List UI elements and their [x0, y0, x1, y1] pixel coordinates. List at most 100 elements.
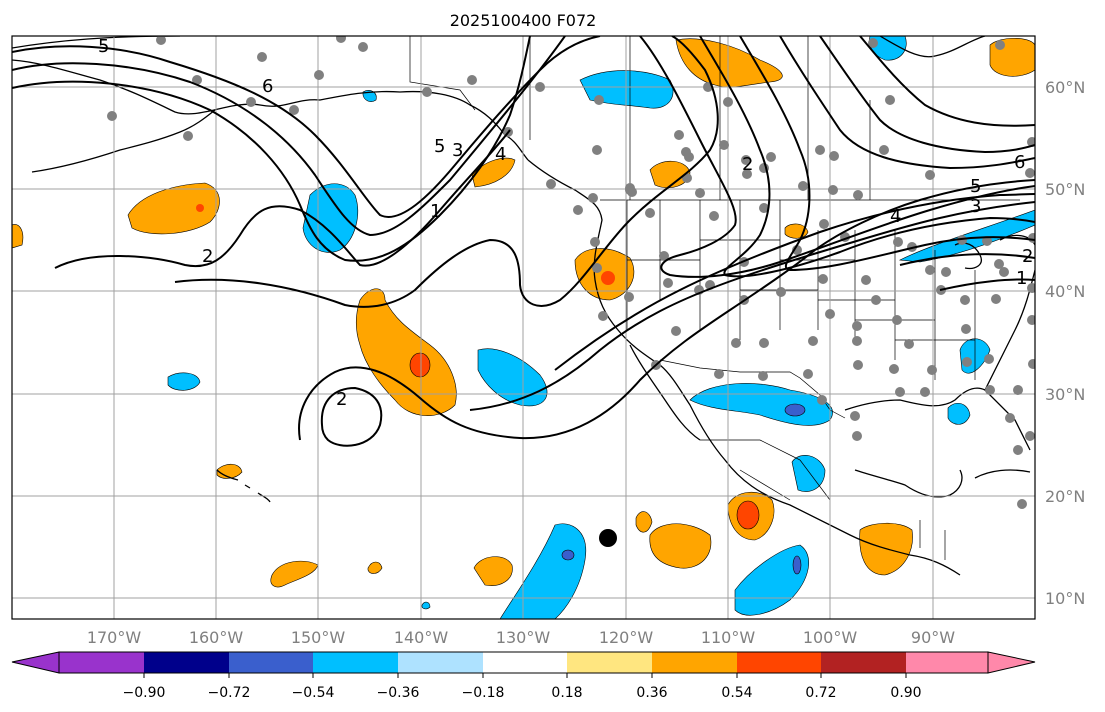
negative-anomaly-tropical-central: [499, 523, 587, 619]
contour-1: [174, 36, 719, 308]
colorbar-bin: [737, 652, 821, 673]
contour-east-coast: [899, 253, 1035, 291]
figure-title: 2025100400 F072: [450, 11, 597, 30]
lat-tick-label: 60°N: [1045, 78, 1085, 97]
mexico-state-lines: [700, 439, 831, 501]
colorbar-bin: [567, 652, 652, 673]
lat-tick-label: 40°N: [1045, 282, 1085, 301]
contour-mid-1: [554, 193, 1035, 371]
contour-label: 6: [262, 76, 273, 97]
colorbar-bin: [652, 652, 737, 673]
positive-anomaly-montana: [649, 160, 691, 189]
contour-label: 5: [970, 176, 981, 197]
contour-ridge-3: [739, 36, 1035, 272]
positive-anomaly-west-edge: [12, 224, 24, 249]
negative-anomaly-tiny-pacific: [421, 601, 431, 610]
negative-anomaly-ne-pacific: [302, 183, 358, 253]
colorbar-tick-label: −0.54: [292, 685, 335, 701]
contour-label: 2: [742, 154, 753, 175]
lon-tick-label: 150°W: [291, 628, 346, 647]
lon-tick-label: 140°W: [394, 628, 449, 647]
contour-label: 1: [1016, 268, 1027, 289]
central-america-borders: [919, 520, 946, 560]
positive-anomaly-small-south: [367, 561, 383, 574]
contour-2-ring: [54, 129, 511, 269]
longitude-tick-labels: 170°W 160°W 150°W 140°W 130°W 120°W 110°…: [87, 628, 955, 647]
map-content: 5 6 5 3 4 1 2 2 2 5 6 3 4 1 2: [12, 36, 1035, 619]
colorbar-ticks: [143, 673, 907, 678]
colorbar-tick-label: 0.18: [551, 685, 582, 701]
colorbar-frame: [58, 651, 989, 674]
contour-ridge-1: [639, 36, 1035, 278]
contour-mid-2: [469, 201, 1035, 411]
strong-anomaly-west-mexico: [736, 500, 760, 530]
colorbar-extend-high: [987, 651, 1036, 674]
colorbar-bin: [398, 652, 483, 673]
positive-anomaly-tiny-west: [635, 511, 653, 533]
colorbar-tick-label: 0.90: [890, 685, 921, 701]
positive-anomaly-northwest: [471, 157, 516, 188]
strong-negative-mexico: [784, 403, 806, 417]
strong-anomaly-spot: [196, 204, 204, 212]
lon-tick-label: 120°W: [599, 628, 654, 647]
contour-label: 5: [98, 36, 109, 57]
lon-tick-label: 90°W: [911, 628, 955, 647]
negative-anomaly-florida: [947, 402, 971, 425]
colorbar-bin: [59, 652, 144, 673]
hudson-bay: [879, 36, 986, 58]
colorbar-tick-label: −0.72: [208, 685, 251, 701]
contour-label: 2: [336, 389, 347, 410]
contour-high-lat-1: [12, 36, 601, 218]
negative-anomaly-tiny-bc: [362, 90, 377, 102]
colorbar-tick-label: −0.90: [123, 685, 166, 701]
map-frame: [11, 35, 1036, 620]
colorbar-bin: [483, 652, 567, 673]
colorbar-bin: [229, 652, 313, 673]
contour-label: 4: [890, 206, 901, 227]
latitude-tick-labels: 60°N 50°N 40°N 30°N 20°N 10°N: [1045, 78, 1085, 608]
contour-label: 2: [202, 246, 213, 267]
lat-tick-label: 50°N: [1045, 180, 1085, 199]
colorbar-bin: [821, 652, 906, 673]
lon-tick-label: 170°W: [87, 628, 142, 647]
contour-northeast-1: [779, 36, 1035, 170]
strong-anomaly-subtropic: [409, 352, 431, 378]
contour-northeast-3: [859, 36, 1035, 127]
negative-anomaly-offshore: [477, 348, 548, 407]
positive-anomaly-subtropic: [355, 288, 457, 416]
shading-layer: [12, 36, 1035, 619]
colorbar-bin: [906, 652, 988, 673]
us-mexico-border: [659, 359, 846, 419]
contour-label: 1: [430, 201, 441, 222]
contour-labels: 5 6 5 3 4 1 2 2 2 5 6 3 4 1 2: [98, 36, 1033, 410]
positive-anomaly-tropical-east: [649, 523, 712, 569]
contour-closed-low: [320, 386, 383, 447]
colorbar-tick-label: −0.18: [462, 685, 505, 701]
colorbar-tick-label: 0.54: [721, 685, 752, 701]
contour-label: 5: [434, 136, 445, 157]
positive-anomaly-gulf-alaska: [127, 182, 220, 235]
contour-label: 3: [452, 140, 463, 161]
lon-tick-label: 160°W: [189, 628, 244, 647]
lon-tick-label: 130°W: [496, 628, 551, 647]
colorbar-bin: [144, 652, 229, 673]
contour-high-lat-3: [12, 36, 531, 262]
lat-tick-label: 20°N: [1045, 487, 1085, 506]
hawaii-islands: [216, 469, 271, 503]
station-points: [107, 36, 1035, 509]
cuba: [974, 469, 1031, 479]
lat-tick-label: 30°N: [1045, 385, 1085, 404]
strong-negative-tropical-central: [561, 549, 575, 561]
colorbar-tick-label: 0.72: [805, 685, 836, 701]
contour-lines: [12, 36, 1035, 447]
storm-center-marker: [599, 529, 617, 547]
contour-label: 2: [1022, 246, 1033, 267]
positive-anomaly-hawaii-south: [270, 560, 319, 588]
alaska-border: [409, 36, 476, 111]
colorbar: −0.90 −0.72 −0.54 −0.36 −0.18 0.18 0.36 …: [11, 651, 1036, 701]
positive-anomaly-tropical-mid: [473, 556, 513, 586]
contour-label: 4: [495, 144, 506, 165]
colorbar-extend-low: [11, 651, 60, 674]
contour-label: 6: [1014, 152, 1025, 173]
